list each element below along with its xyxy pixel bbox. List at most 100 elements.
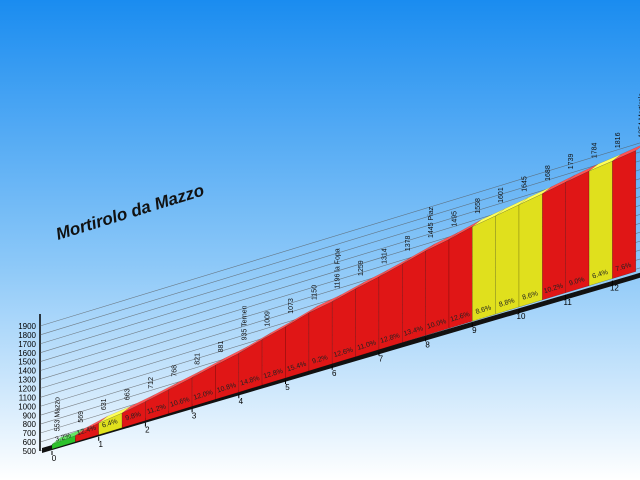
segment-front-shade xyxy=(425,239,449,336)
elevation-label: 1645 xyxy=(521,176,528,192)
elevation-label: 1558 xyxy=(475,198,482,214)
elevation-label: 1378 xyxy=(405,235,412,251)
y-tick-label: 500 xyxy=(23,447,37,456)
segment-top-shade xyxy=(192,358,225,378)
elevation-label: 881 xyxy=(218,341,225,353)
elevation-label: 1495 xyxy=(451,211,458,227)
elevation-label: 1739 xyxy=(568,154,575,170)
segment-front-shade xyxy=(495,204,519,315)
elevation-label: 1854 Mortirolo xyxy=(638,93,640,138)
elevation-label: 1816 xyxy=(615,132,622,148)
floor xyxy=(42,272,640,453)
segment-top-shade xyxy=(285,305,318,327)
x-tick-label: 0 xyxy=(52,454,57,463)
segment-top-shade xyxy=(122,394,155,414)
x-tick-label: 5 xyxy=(285,383,290,392)
x-tick-label: 8 xyxy=(425,340,430,349)
y-tick-label: 900 xyxy=(23,411,37,420)
x-tick-label: 11 xyxy=(564,298,573,307)
gradient-label: 7.6% xyxy=(615,262,632,273)
elevation-label: 663 xyxy=(125,388,132,400)
segment-top-shade xyxy=(589,154,622,172)
segment-front-shade xyxy=(378,264,403,350)
segment-front-shade xyxy=(332,288,356,364)
segment-top-shade xyxy=(612,145,640,162)
elevation-label: 1259 xyxy=(358,260,365,276)
y-tick-label: 1600 xyxy=(18,349,36,358)
segment-front-shade xyxy=(589,161,613,286)
segment-top-shade xyxy=(565,164,599,183)
x-tick-label: 7 xyxy=(379,355,384,364)
x-tick-label: 10 xyxy=(517,312,526,321)
elevation-label: 569 xyxy=(78,411,85,423)
y-tick-label: 1100 xyxy=(19,393,37,402)
segment-top-shade xyxy=(168,370,202,390)
segment-front-shade xyxy=(542,182,566,300)
elevation-label: 631 xyxy=(101,398,108,410)
elevation-label: 821 xyxy=(195,353,202,365)
segment-front-shade xyxy=(612,150,636,279)
segment-front-shade xyxy=(285,312,309,378)
grid-line xyxy=(39,151,640,336)
x-tick-label: 12 xyxy=(610,284,619,293)
grid-line xyxy=(39,160,640,345)
y-tick-label: 600 xyxy=(23,438,37,447)
elevation-label: 935 Ternen xyxy=(241,305,248,340)
elevation-label: 1150 xyxy=(311,285,318,300)
gradient-label: 3.2% xyxy=(55,432,72,443)
segment-front-shade xyxy=(215,353,239,400)
y-tick-label: 1500 xyxy=(18,358,36,367)
segment-front-shade xyxy=(565,171,590,293)
elevation-label: 1688 xyxy=(545,165,552,181)
segment-front-shade xyxy=(52,435,76,449)
segment-top-shade xyxy=(425,232,458,251)
gradient-label: 6.4% xyxy=(592,269,609,280)
elevation-label: 1314 xyxy=(381,248,388,264)
segment-top-shade xyxy=(495,197,528,216)
segment-top-shade xyxy=(402,244,435,265)
segment-front-shade xyxy=(75,423,99,442)
gradient-label: 9.8% xyxy=(125,411,142,422)
elevation-label: 712 xyxy=(148,377,155,389)
gradient-label: 6.4% xyxy=(101,418,118,429)
y-tick-label: 1800 xyxy=(18,331,36,340)
segment-top-shade xyxy=(519,186,552,205)
x-tick-label: 2 xyxy=(145,426,150,435)
elevation-label: 1073 xyxy=(288,298,295,314)
segment-top-shade xyxy=(215,346,248,366)
y-tick-label: 700 xyxy=(23,429,37,438)
elevation-label: 1784 xyxy=(592,142,599,158)
x-tick-label: 1 xyxy=(98,440,103,449)
elevation-label: 768 xyxy=(171,365,178,377)
y-tick-label: 1200 xyxy=(18,385,36,394)
elevation-label: 1601 xyxy=(498,187,505,203)
elevation-label: 1196 la Fopa xyxy=(335,248,342,288)
x-tick-label: 6 xyxy=(332,369,337,378)
segment-top-shade xyxy=(238,332,272,354)
segment-front-shade xyxy=(98,413,123,435)
x-tick-label: 4 xyxy=(239,397,244,406)
segment-front-shade xyxy=(449,226,473,329)
elevation-label: 1445 Piaz xyxy=(428,206,435,238)
segment-top-shade xyxy=(262,319,295,340)
x-tick-label: 3 xyxy=(192,411,197,420)
segment-front-shade xyxy=(262,326,286,386)
gradient-label: 8.6% xyxy=(522,290,539,301)
gradient-label: 8.6% xyxy=(475,305,492,316)
segment-front-shade xyxy=(402,251,426,343)
segment-top-shade xyxy=(75,416,108,436)
y-tick-label: 1300 xyxy=(18,376,36,385)
segment-top-shade xyxy=(542,175,575,194)
gradient-label: 9.2% xyxy=(311,354,328,365)
segment-front-shade xyxy=(355,276,379,357)
segment-top-shade xyxy=(378,257,412,277)
segment-front-shade xyxy=(238,339,263,393)
elevation-label: 553 Mazzo xyxy=(54,397,61,431)
segment-top-shade xyxy=(355,269,388,289)
elevation-label: 1009 xyxy=(265,311,272,327)
gradient-label: 8.8% xyxy=(498,297,515,308)
segment-front-shade xyxy=(145,389,169,421)
segment-top-shade xyxy=(145,382,178,402)
segment-top-shade xyxy=(52,428,85,445)
